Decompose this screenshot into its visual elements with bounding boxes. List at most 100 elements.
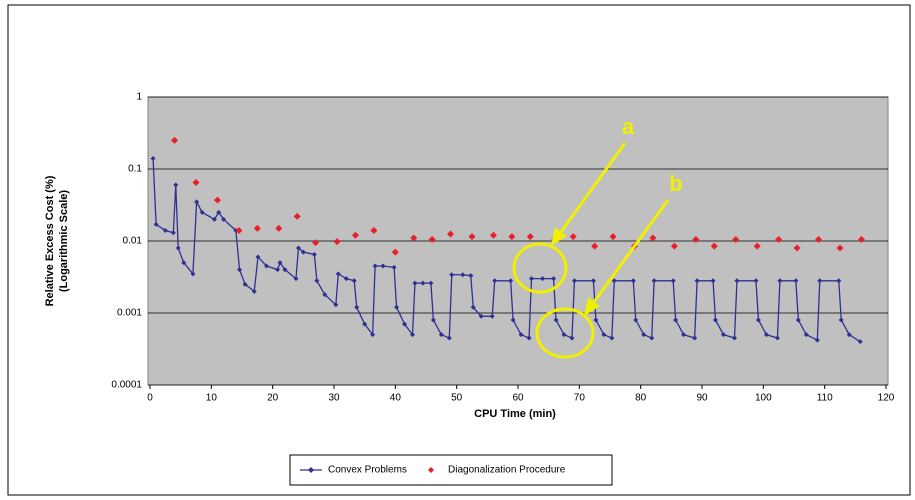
x-tick-label: 50 [451,393,463,404]
marker [777,278,783,284]
marker [380,263,386,269]
marker [428,235,436,243]
marker [428,280,434,286]
annotation: a [622,114,635,139]
x-tick-label: 10 [206,393,218,404]
marker [591,242,599,250]
marker [857,235,865,243]
marker [670,278,676,284]
y-tick-label: 0.01 [123,236,143,247]
marker [181,260,187,266]
marker [793,244,801,252]
marker [211,216,217,222]
marker [333,302,339,308]
marker [753,242,761,250]
y-tick-label: 0.001 [117,308,142,319]
marker [446,335,452,341]
marker [732,335,738,341]
marker [171,136,179,144]
marker [528,276,534,282]
x-tick-label: 20 [267,393,279,404]
marker [633,317,639,323]
marker [255,254,261,260]
marker [836,244,844,252]
marker [370,332,376,338]
marker [213,196,221,204]
marker [173,182,179,188]
marker [510,317,516,323]
marker [468,233,476,241]
marker [803,332,809,338]
x-tick-label: 100 [755,393,772,404]
marker [489,313,495,319]
arrow-b [584,199,670,314]
marker [343,276,349,282]
marker [235,226,243,234]
marker [412,280,418,286]
marker [237,267,243,273]
x-axis-label: CPU Time (min) [474,408,556,420]
marker [609,335,615,341]
marker [199,209,205,215]
marker [838,317,844,323]
y-axis-label: Relative Excess Cost (%) [44,175,56,306]
marker [420,280,426,286]
marker [221,216,227,222]
marker [372,263,378,269]
marker [192,178,200,186]
legend-label: Convex Problems [328,465,407,476]
marker [293,276,299,282]
marker [253,224,261,232]
y-tick-label: 0.0001 [111,380,142,391]
annotation: b [669,171,682,196]
legend [289,454,613,486]
marker [692,335,698,341]
marker [264,263,270,269]
legend-marker [428,467,434,473]
marker [720,332,726,338]
marker [170,230,176,236]
marker [561,332,567,338]
marker [712,317,718,323]
marker [763,332,769,338]
marker [508,278,514,284]
marker [410,332,416,338]
marker [282,267,288,273]
marker [470,304,476,310]
marker [293,212,301,220]
marker [333,238,341,246]
x-tick-label: 30 [328,393,340,404]
marker [175,245,181,251]
marker [277,260,283,266]
marker [649,234,657,242]
marker [774,335,780,341]
x-tick-label: 110 [817,393,833,404]
marker [673,317,679,323]
marker [251,288,257,294]
marker [553,317,559,323]
marker [194,199,200,205]
marker [551,276,557,282]
marker [312,239,320,247]
marker [150,155,156,161]
arrowhead-b [583,297,600,317]
marker [322,292,328,298]
marker [410,234,418,242]
marker [710,278,716,284]
marker [394,304,400,310]
marker [814,337,820,343]
x-tick-label: 90 [696,393,708,404]
marker [817,278,823,284]
marker [630,278,636,284]
arrowhead-a [550,227,567,247]
marker [430,317,436,323]
marker [609,233,617,241]
marker [489,231,497,239]
marker [153,221,159,227]
marker [710,242,718,250]
marker [351,278,357,284]
x-tick-label: 40 [390,393,402,404]
marker [836,278,842,284]
x-tick-label: 0 [147,393,153,404]
